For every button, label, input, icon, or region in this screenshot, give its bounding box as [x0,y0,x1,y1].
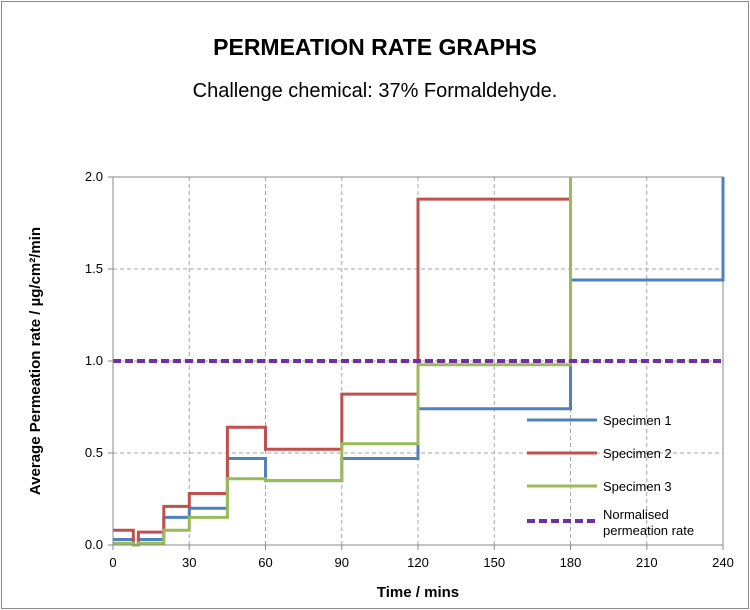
y-axis-title: Average Permeation rate / µg/cm²/min [27,227,44,495]
x-tick-label: 30 [182,555,196,570]
y-tick-label: 1.5 [85,261,103,276]
y-tick-label: 1.0 [85,353,103,368]
legend-label-line: Normalised [603,507,669,522]
x-tick-label: 150 [483,555,505,570]
x-tick-label: 120 [407,555,429,570]
x-tick-label: 210 [636,555,658,570]
legend-label-2: Specimen 2 [603,446,672,461]
legend-label-4: Normalised permeation rate [603,507,694,538]
x-tick-label: 60 [258,555,272,570]
x-tick-label: 180 [560,555,582,570]
legend: Specimen 1 Specimen 2 Specimen 3 Normalised… [527,413,694,538]
x-tick-label: 0 [109,555,116,570]
legend-label-1: Specimen 1 [603,413,672,428]
legend-label-line: permeation rate [603,523,694,538]
chart-subtitle: Challenge chemical: 37% Formaldehyde. [192,80,558,102]
x-tick-label: 240 [712,555,734,570]
x-axis-title: Time / mins [377,584,459,601]
axis-layer: 0 30 60 90 120 150 180 210 240 0.0 0.5 1.0 1.5 2.0 [85,169,734,570]
y-tick-label: 0.0 [85,537,103,552]
y-tick-label: 0.5 [85,445,103,460]
legend-label-3: Specimen 3 [603,479,672,494]
y-tick-label: 2.0 [85,169,103,184]
x-tick-label: 90 [335,555,349,570]
chart-title: PERMEATION RATE GRAPHS [213,34,537,60]
